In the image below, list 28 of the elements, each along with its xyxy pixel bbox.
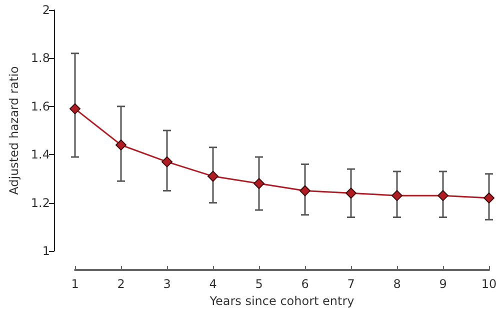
y-tick-label: 1.2 (30, 196, 50, 210)
point (70, 103, 80, 114)
point (346, 188, 356, 199)
point (116, 139, 126, 150)
point (254, 178, 264, 190)
x-axis-title: Years since cohort entry (208, 294, 354, 308)
point (438, 190, 448, 202)
y-tick-label: 1.6 (30, 99, 50, 114)
y-tick-label: 2 (42, 3, 50, 17)
point (162, 156, 172, 168)
point (208, 170, 218, 182)
x-tick-label: 10 (481, 277, 497, 291)
x-tick-label: 6 (301, 277, 309, 291)
x-tick-label: 4 (209, 277, 217, 291)
x-tick-label: 7 (347, 277, 355, 291)
y-tick-label: 1.4 (30, 148, 50, 162)
x-tick-label: 1 (71, 277, 79, 291)
x-tick-label: 5 (255, 277, 263, 291)
x-tick-label: 8 (393, 277, 401, 291)
x-tick-label: 2 (117, 277, 125, 291)
point (392, 190, 402, 202)
y-axis-title: Adjusted hazard ratio (7, 66, 21, 195)
point (300, 185, 310, 196)
x-tick-label: 3 (163, 277, 171, 291)
x-tick-label: 9 (439, 277, 447, 291)
y-tick-label: 1.8 (30, 51, 50, 66)
y-tick-label: 1 (42, 244, 50, 258)
point (484, 192, 494, 204)
